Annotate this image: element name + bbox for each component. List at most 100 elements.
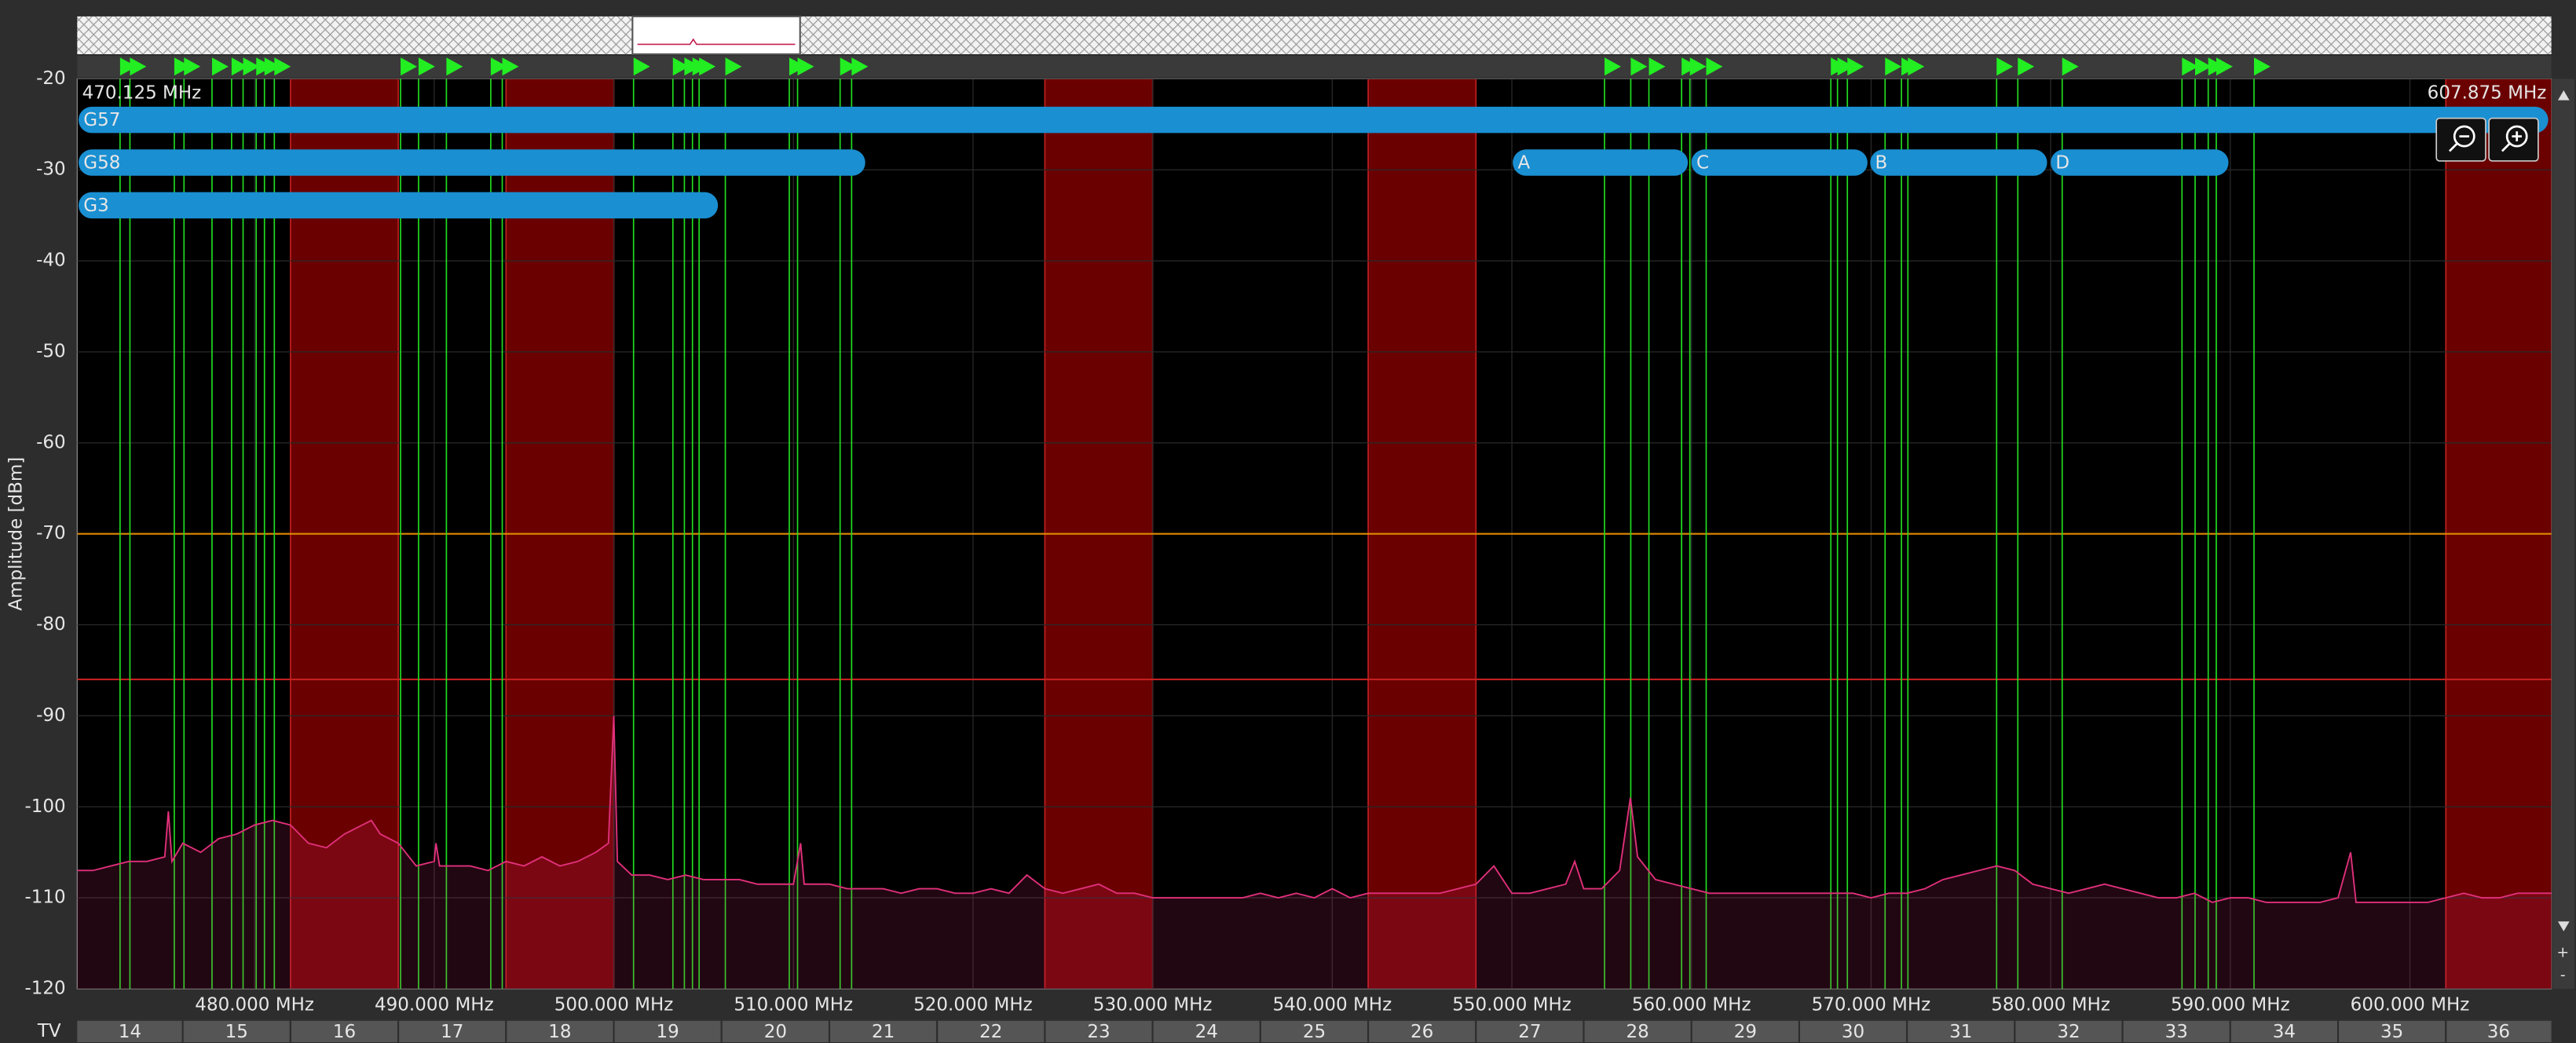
plot-layer: G57 G58 G3 A C B D: [77, 79, 2552, 989]
x-tick-label: 580.000 MHz: [1991, 994, 2110, 1015]
marker-flag: [851, 57, 869, 76]
marker-flag: [119, 57, 137, 76]
tv-channel: [1367, 1019, 1477, 1043]
marker-flag: [274, 57, 291, 76]
marker-flag: [256, 57, 273, 76]
scroll-down[interactable]: [2557, 921, 2570, 931]
marker-flag: [2018, 57, 2035, 76]
marker-flag: [211, 57, 229, 76]
marker-row: [77, 56, 2552, 78]
group-label: G57: [83, 110, 120, 130]
y-tick-label: -60: [36, 432, 66, 452]
group-bar: [2051, 149, 2229, 176]
group-label: A: [1517, 153, 1530, 174]
tv-channel-label: 29: [1734, 1022, 1757, 1042]
x-tick-label: 550.000 MHz: [1452, 994, 1572, 1015]
zoom-out-button[interactable]: [2435, 117, 2486, 162]
tv-channel-label: 18: [548, 1022, 571, 1042]
tv-channels: 14 15 16 17 18 19 20 21 22 23 24 25 26 27 28 29 30 31 32 33…: [77, 1019, 2552, 1043]
group-label: B: [1875, 153, 1888, 174]
marker-flag: [2062, 57, 2079, 76]
tv-channel: [181, 1019, 291, 1043]
marker-flag: [184, 57, 201, 76]
group-label: D: [2055, 153, 2069, 174]
zoom-out-glyph: [2448, 135, 2470, 152]
tv-channel-label: 31: [1949, 1022, 1972, 1042]
zoom-out-icon: [2453, 125, 2475, 148]
tv-channel-label: 14: [119, 1022, 141, 1042]
marker-flag: [130, 57, 147, 76]
marker-flag: [502, 57, 519, 76]
spectrum-trace: [77, 715, 2552, 903]
group-label: G58: [83, 153, 120, 174]
tv-channel: [2229, 1019, 2340, 1043]
marker-flag: [490, 57, 507, 76]
zoom-minus[interactable]: -: [2560, 968, 2566, 984]
y-tick-label: -100: [24, 796, 65, 817]
x-tick-label: 560.000 MHz: [1632, 994, 1751, 1015]
x-tick-label: 590.000 MHz: [2171, 994, 2290, 1015]
marker-flag: [672, 57, 690, 76]
marker-flag: [789, 57, 806, 76]
y-tick-label: -120: [24, 978, 65, 998]
marker-flag: [243, 57, 260, 76]
marker-flag: [725, 57, 742, 76]
scroll-up[interactable]: [2557, 90, 2570, 101]
marker-flag: [418, 57, 435, 76]
tv-channel-label: 22: [979, 1022, 1002, 1042]
zoom-plus[interactable]: +: [2556, 944, 2569, 961]
tv-channel-label: 21: [872, 1022, 895, 1042]
scrollbar[interactable]: [2552, 79, 2574, 989]
y-tick-label: -80: [36, 614, 66, 635]
group-bar: [79, 106, 2549, 134]
overview-strip[interactable]: [77, 16, 2552, 55]
marker-flag: [231, 57, 248, 76]
group-bar: [79, 149, 865, 176]
y-tick-label: -30: [36, 159, 66, 180]
tv-channel-label: 25: [1303, 1022, 1326, 1042]
y-tick-label: -50: [36, 341, 66, 361]
marker-flag: [1689, 57, 1707, 76]
overview-window[interactable]: [631, 15, 801, 56]
group-bar: [1691, 149, 1868, 176]
marker-flag: [2216, 57, 2233, 76]
tv-label: TV: [37, 1021, 61, 1041]
overview-trace: [637, 38, 796, 46]
marker-flag: [1630, 57, 1648, 76]
marker-flag: [1885, 57, 1902, 76]
tv-channel-label: 20: [764, 1022, 787, 1042]
tv-channel-label: 30: [1842, 1022, 1864, 1042]
marker-flag: [446, 57, 463, 76]
tv-channel: [2336, 1019, 2447, 1043]
group-label: G3: [83, 196, 108, 216]
tv-channel-label: 35: [2380, 1022, 2403, 1042]
tv-channel-label: 16: [333, 1022, 356, 1042]
x-tick-label: 480.000 MHz: [195, 994, 314, 1015]
tv-channel: [1044, 1019, 1154, 1043]
marker-flag: [1681, 57, 1699, 76]
x-tick-label: 530.000 MHz: [1093, 994, 1213, 1015]
tv-channel-label: 26: [1411, 1022, 1433, 1042]
marker-flag: [1706, 57, 1723, 76]
zoom-in-button[interactable]: [2488, 117, 2539, 162]
x-tick-label: 570.000 MHz: [1812, 994, 1931, 1015]
x-tick-label: 520.000 MHz: [913, 994, 1033, 1015]
range-end-label: 607.875 MHz: [2428, 83, 2547, 104]
tv-channel: [2121, 1019, 2231, 1043]
marker-flag: [840, 57, 857, 76]
x-tick-label: 540.000 MHz: [1273, 994, 1392, 1015]
tv-channel: [1906, 1019, 2016, 1043]
tv-channel-label: 27: [1518, 1022, 1541, 1042]
marker-flag: [1847, 57, 1864, 76]
tv-strip: 14 15 16 17 18 19 20 21 22 23 24 25 26 27 28 29 30 31 32 33…: [77, 1019, 2552, 1043]
group-label: C: [1696, 153, 1709, 174]
tv-channel-label: 23: [1087, 1022, 1110, 1042]
marker-flag: [1908, 57, 1925, 76]
group-bar: [1513, 149, 1689, 176]
group-bar: [1870, 149, 2047, 176]
spectrum-area: [77, 715, 2552, 989]
marker-flag: [2182, 57, 2199, 76]
zoom-in-glyph: [2501, 131, 2522, 152]
x-tick-label: 490.000 MHz: [375, 994, 494, 1015]
